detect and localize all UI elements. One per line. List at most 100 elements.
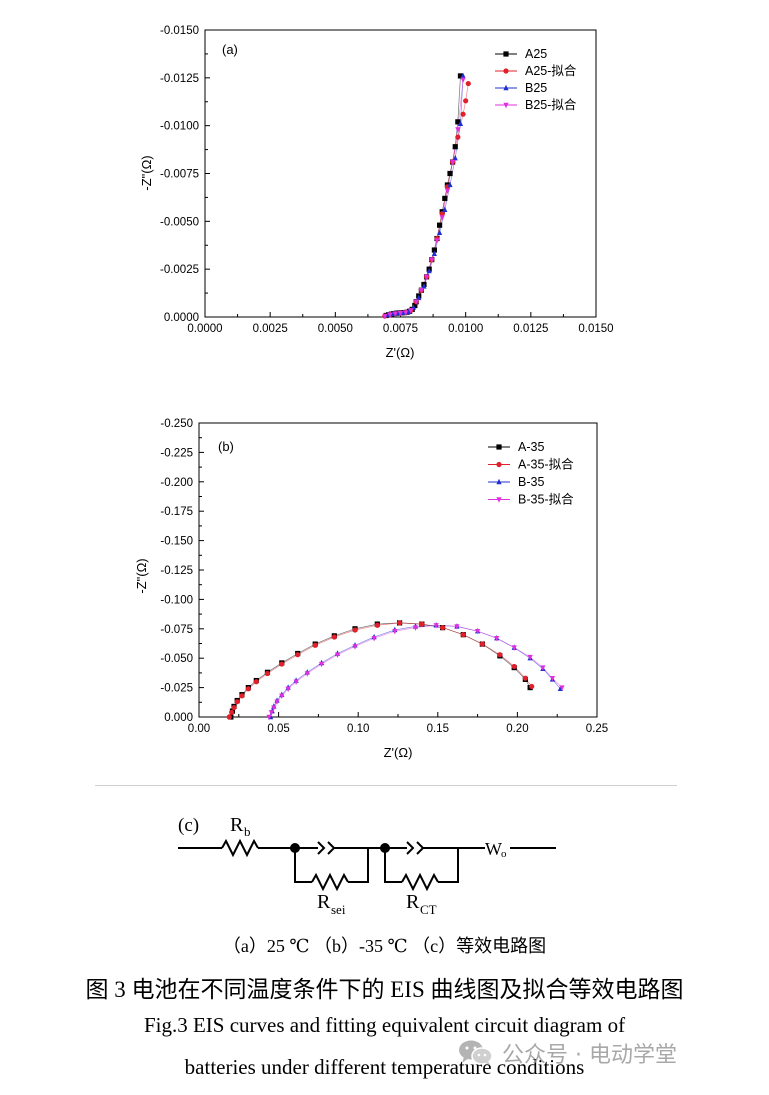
x-tick-label: 0.20 <box>506 723 528 735</box>
data-point <box>511 663 517 670</box>
data-point <box>559 685 565 691</box>
data-point <box>418 288 424 294</box>
data-point <box>239 693 245 699</box>
data-point <box>334 652 341 658</box>
svg-text:sei: sei <box>331 902 346 917</box>
legend-label: A25 <box>525 47 547 61</box>
data-point <box>279 661 285 667</box>
y-tick-label: -0.150 <box>160 536 193 548</box>
x-tick-label: 0.0075 <box>383 323 418 335</box>
data-point <box>266 714 272 721</box>
x-tick-label: 0.05 <box>267 723 289 735</box>
data-point <box>522 675 528 681</box>
data-point <box>231 704 237 711</box>
legend-marker <box>496 461 502 468</box>
data-point <box>439 625 446 631</box>
chart-a: -0.0150 -0.0125 -0.0100 -0.0075 -0.0050 -0.00… <box>139 25 614 360</box>
chart-b: -0.250 -0.225 -0.200 -0.175 -0.150 -0.125 -0.1… <box>134 418 608 760</box>
x-tick-label: 0.0100 <box>448 323 483 335</box>
data-point <box>497 652 503 658</box>
data-point <box>229 709 235 715</box>
data-point <box>452 144 458 150</box>
data-point <box>444 188 451 194</box>
data-point <box>264 670 271 677</box>
data-point <box>431 247 437 253</box>
data-point <box>403 310 409 316</box>
circuit-panel-label: (c) <box>178 815 199 836</box>
figure-caption-english-line2: batteries under different temperature co… <box>184 1055 585 1079</box>
data-point <box>371 636 377 642</box>
y-axis-label-a: -Z"(Ω) <box>139 155 154 190</box>
data-point <box>392 628 398 635</box>
data-point <box>511 645 517 651</box>
data-point <box>382 313 388 320</box>
data-point <box>540 665 546 671</box>
x-axis-label-b: Z'(Ω) <box>384 745 413 760</box>
data-point <box>437 222 443 228</box>
data-point <box>226 714 232 720</box>
equivalent-circuit: (c) R b R sei R CT W o <box>178 814 556 917</box>
data-point <box>331 634 337 640</box>
data-point <box>457 120 464 126</box>
series-line-1 <box>386 75 461 316</box>
cpe-sei-icon <box>317 841 326 855</box>
data-point <box>475 628 481 635</box>
data-point <box>460 77 466 83</box>
legend-marker <box>503 102 509 109</box>
data-point <box>421 283 427 289</box>
rct-label: R CT <box>406 891 437 917</box>
y-ticks-b: -0.250 -0.225 -0.200 -0.175 -0.150 -0.125 -0.1… <box>160 418 204 724</box>
node-dot-2 <box>380 843 390 853</box>
legend-marker <box>503 51 509 57</box>
data-point <box>285 686 291 692</box>
y-tick-label: -0.0100 <box>160 121 199 133</box>
data-point <box>318 661 325 668</box>
legend-label: B-35 <box>518 475 544 489</box>
data-point <box>423 274 430 281</box>
data-point <box>352 627 358 633</box>
data-point <box>452 154 458 161</box>
x-tick-label: 0.0050 <box>318 323 353 335</box>
y-tick-label: -0.0150 <box>160 25 199 37</box>
data-point <box>439 211 445 217</box>
data-point <box>268 710 275 716</box>
svg-text:R: R <box>406 891 420 913</box>
data-point <box>312 642 318 648</box>
svg-text:CT: CT <box>420 902 437 917</box>
data-point <box>439 215 445 221</box>
series-line-2 <box>228 622 532 718</box>
x-ticks-b: 0.00 0.05 0.10 0.15 0.20 0.25 <box>188 712 608 735</box>
series-line-4 <box>384 79 464 317</box>
divider <box>95 785 677 786</box>
data-point <box>397 310 404 317</box>
y-tick-label: -0.050 <box>160 653 193 665</box>
data-point <box>527 654 533 661</box>
data-point <box>396 620 403 626</box>
series-line-3 <box>270 624 561 718</box>
legend-marker <box>496 497 502 503</box>
y-tick-label: -0.200 <box>160 477 193 489</box>
data-point <box>442 206 448 213</box>
data-point <box>374 622 380 628</box>
data-point <box>416 294 422 301</box>
data-point <box>529 683 535 690</box>
data-point <box>352 644 358 650</box>
data-point <box>457 73 464 79</box>
data-point <box>479 641 485 647</box>
x-tick-label: 0.15 <box>427 723 449 735</box>
x-tick-label: 0.25 <box>586 723 608 735</box>
y-tick-label: 0.000 <box>164 712 193 724</box>
legend-marker <box>496 478 502 485</box>
data-point <box>442 195 448 201</box>
data-point <box>274 699 280 705</box>
rsei-resistor-symbol <box>311 872 349 892</box>
legend-label: B25-拟合 <box>525 97 577 112</box>
x-tick-label: 0.0125 <box>513 323 548 335</box>
data-point <box>279 693 285 700</box>
watermark-text: 公众号 · 电动学堂 <box>502 1043 677 1068</box>
y-tick-label: -0.225 <box>160 447 193 459</box>
data-point <box>455 134 461 140</box>
wechat-icon <box>459 1040 493 1066</box>
data-point <box>447 170 453 177</box>
data-point <box>295 652 301 658</box>
